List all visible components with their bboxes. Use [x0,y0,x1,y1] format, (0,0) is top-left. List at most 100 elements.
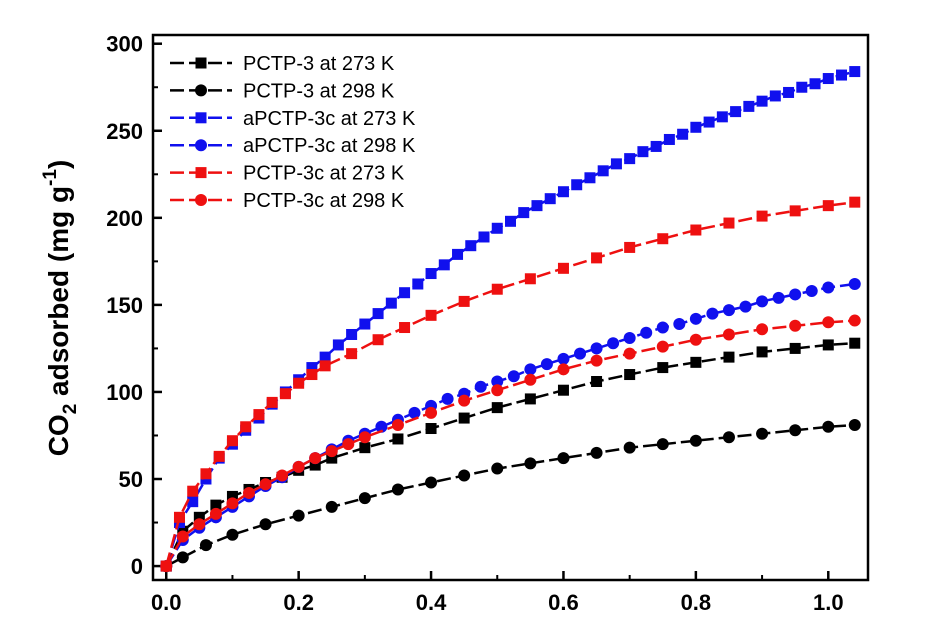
data-point [574,347,587,360]
data-point [391,483,404,496]
plot-series [160,66,861,573]
legend-entry: aPCTP-3c at 273 K [170,108,416,130]
data-point [160,560,173,573]
legend-marker [195,57,207,69]
data-point [346,328,358,340]
data-point [848,314,861,327]
legend-label: PCTP-3c at 298 K [243,190,405,212]
y-tick-label: 50 [119,467,143,492]
data-point [557,363,570,376]
y-tick-label: 200 [106,206,143,231]
data-point [458,394,471,407]
data-point [242,486,255,499]
data-point [518,207,530,219]
legend-entry: aPCTP-3c at 298 K [170,135,416,157]
data-point [210,499,222,511]
data-point [524,457,537,470]
series-line [164,200,855,567]
data-point [441,392,454,405]
data-point [706,307,719,320]
series-4 [160,196,861,572]
data-point [226,528,239,541]
data-point [591,376,603,388]
y-tick-label: 150 [106,293,143,318]
y-tick-label: 250 [106,119,143,144]
data-point [240,421,252,433]
data-point [690,121,702,133]
legend-marker [195,194,207,206]
data-point [465,240,477,252]
data-point [663,133,675,145]
legend-label: PCTP-3 at 273 K [243,53,395,75]
data-point [624,369,636,381]
data-point [524,273,536,285]
data-point [193,518,206,531]
data-point [491,384,504,397]
plot-frame [151,33,870,582]
data-point [722,328,735,341]
data-point [408,406,421,419]
data-point [557,384,569,396]
data-point [458,469,471,482]
data-point [822,73,834,85]
data-point [822,281,835,294]
legend-label: aPCTP-3c at 298 K [243,135,416,157]
data-point [607,337,620,350]
data-point [391,419,404,432]
data-point [656,321,669,334]
data-point [623,347,636,360]
data-point [677,128,689,140]
data-point [524,363,537,376]
data-point [306,369,318,381]
data-point [359,442,371,454]
data-point [756,210,768,222]
data-point [332,339,344,351]
data-point [259,478,272,491]
data-point [187,485,199,497]
data-point [193,511,205,523]
data-point [524,393,536,405]
legend-entry: PCTP-3 at 298 K [170,80,395,102]
data-point [544,193,556,205]
data-point [756,427,769,440]
data-point [848,277,861,290]
data-point [358,492,371,505]
data-point [689,312,702,325]
data-point [226,435,238,447]
data-point [822,339,834,351]
data-point [822,200,834,212]
data-point [743,100,755,112]
data-point [657,362,669,374]
data-point [590,446,603,459]
legend: PCTP-3 at 273 K PCTP-3 at 298 K aPCTP-3c a… [170,53,416,212]
data-point [848,419,861,432]
data-point [524,373,537,386]
data-point [372,308,384,320]
data-point [730,106,742,118]
data-point [809,78,821,90]
data-point [425,268,437,280]
legend-marker [195,139,207,152]
data-point [756,95,768,107]
data-point [226,497,239,510]
data-point [690,224,702,236]
data-point [597,165,609,177]
data-point [209,507,222,520]
data-point [276,469,289,482]
data-point [325,445,338,458]
data-point [836,69,848,81]
data-point [623,441,636,454]
data-point [690,356,702,368]
data-point [259,518,272,531]
series-0 [160,337,861,572]
data-point [359,318,371,330]
data-point [319,351,331,363]
x-tick-label: 0.2 [283,590,314,615]
data-point [292,509,305,522]
legend-label: aPCTP-3c at 273 K [243,108,416,130]
data-point [650,140,662,152]
data-point [474,380,487,393]
x-tick-label: 1.0 [813,590,844,615]
data-point [399,322,411,334]
data-point [557,352,570,365]
